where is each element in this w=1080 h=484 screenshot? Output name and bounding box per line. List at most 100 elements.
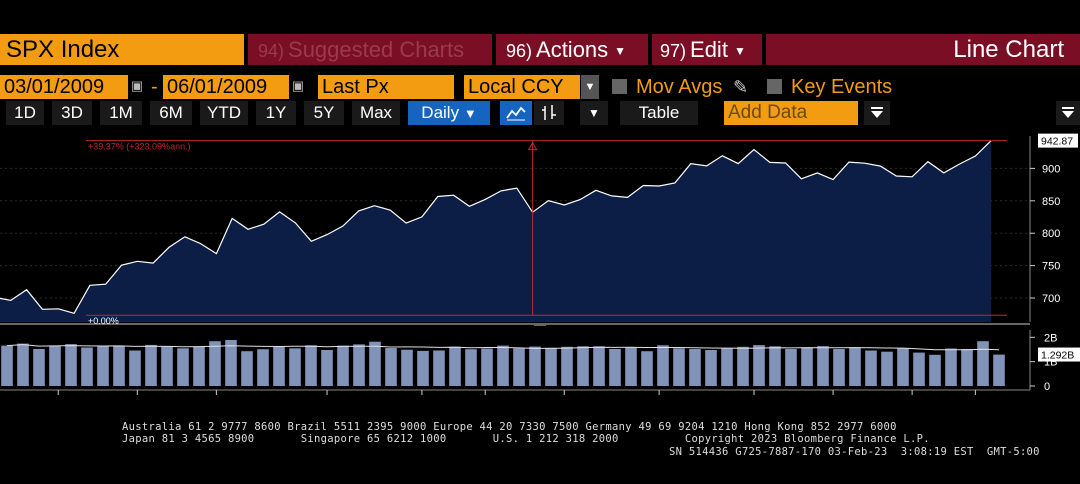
last-price-label: 942.87 <box>1041 136 1073 148</box>
volume-bar <box>449 346 461 386</box>
actions-number: 96) <box>506 41 533 61</box>
marker-arrow-icon <box>527 141 538 151</box>
actions-label: Actions <box>536 37 609 62</box>
key-events-label: Key Events <box>791 76 893 98</box>
volume-bar <box>993 354 1005 386</box>
chart-style-dropdown[interactable]: ▼ <box>580 101 608 125</box>
edit-menu[interactable]: 97) Edit ▼ <box>652 34 762 65</box>
x-tick-label: Mar 13 <box>120 399 154 400</box>
volume-bar <box>257 349 269 386</box>
volume-bar <box>545 347 557 386</box>
volume-bar <box>913 352 925 386</box>
volume-average-line <box>6 344 1000 351</box>
volume-bar <box>529 346 541 386</box>
volume-bar <box>753 345 765 386</box>
calendar-icon[interactable]: ▣ <box>290 76 306 96</box>
price-field-select[interactable]: Last Px <box>318 75 454 99</box>
volume-tick-label: 2B <box>1044 332 1057 344</box>
volume-bar <box>65 344 77 386</box>
period-1y-button[interactable]: 1Y <box>256 101 296 125</box>
footer-session-info: SN 514436 G725-7887-170 03-Feb-23 3:08:1… <box>669 446 1040 458</box>
actions-menu[interactable]: 96) Actions ▼ <box>496 34 648 65</box>
period-max-button[interactable]: Max <box>352 101 400 125</box>
mov-avgs-label: Mov Avgs <box>636 76 723 98</box>
volume-bar <box>289 348 301 386</box>
period-1m-button[interactable]: 1M <box>100 101 142 125</box>
volume-bar <box>769 346 781 386</box>
volume-bar <box>225 340 237 386</box>
edit-number: 97) <box>660 41 687 61</box>
volume-bar <box>113 345 125 386</box>
x-tick-label: May 15 <box>815 399 851 400</box>
last-volume-label: 1.292B <box>1041 350 1074 362</box>
x-tick-label: Apr 8 <box>409 399 435 400</box>
x-tick-label: Apr 15 <box>469 399 501 400</box>
chevron-down-icon: ▼ <box>463 106 477 121</box>
low-range-label: +0.00% <box>88 316 119 326</box>
bar-chart-icon[interactable] <box>534 101 564 125</box>
volume-bar <box>817 346 829 386</box>
period-1d-button[interactable]: 1D <box>6 101 44 125</box>
panel-resize-handle[interactable] <box>534 323 546 326</box>
last-price-badge <box>1038 133 1078 148</box>
x-tick-label: Mar 31 <box>310 399 344 400</box>
y-tick-label: 700 <box>1042 293 1060 305</box>
pencil-icon[interactable]: ✎ <box>733 77 749 97</box>
volume-bar <box>577 346 589 386</box>
period-3d-button[interactable]: 3D <box>52 101 92 125</box>
calendar-icon[interactable]: ▣ <box>129 76 145 96</box>
mov-avgs-checkbox[interactable] <box>612 79 627 94</box>
price-line <box>0 140 992 315</box>
volume-bar <box>97 346 109 386</box>
volume-bar <box>145 344 157 386</box>
volume-bar <box>897 348 909 386</box>
date-x-axis: Mar 6 Mar 13 Mar 20 Mar 31 Apr 8 Apr 15 Apr 22… <box>0 389 1030 400</box>
volume-bar <box>17 343 29 386</box>
x-tick-label: May 8 <box>739 399 769 400</box>
period-6m-button[interactable]: 6M <box>150 101 192 125</box>
price-area <box>0 140 992 322</box>
ticker-field[interactable]: SPX Index <box>0 34 244 65</box>
period-ytd-button[interactable]: YTD <box>200 101 248 125</box>
volume-bar <box>401 349 413 386</box>
table-button[interactable]: Table <box>620 101 698 125</box>
suggested-charts-button[interactable]: 94) Suggested Charts <box>248 34 492 65</box>
footer-contacts-line2: Japan 81 3 4565 8900 Singapore 65 6212 1… <box>122 433 930 445</box>
y-tick-label: 800 <box>1042 228 1060 240</box>
volume-bar <box>1 345 13 386</box>
frequency-select[interactable]: Daily ▼ <box>408 101 490 125</box>
filter-icon[interactable] <box>1056 101 1080 125</box>
volume-bar <box>33 349 45 386</box>
volume-bar <box>417 350 429 386</box>
filter-icon[interactable] <box>864 101 890 125</box>
volume-bar <box>129 350 141 386</box>
volume-bar <box>689 349 701 386</box>
x-tick-label: Mar 20 <box>199 399 233 400</box>
volume-bar <box>721 348 733 386</box>
key-events-checkbox[interactable] <box>767 79 782 94</box>
volume-bar <box>241 351 253 386</box>
x-tick-label: May 29 <box>957 399 993 400</box>
currency-select[interactable]: Local CCY <box>464 75 580 99</box>
chart-type-title: Line Chart <box>766 34 1080 65</box>
date-separator: - <box>151 76 158 98</box>
period-5y-button[interactable]: 5Y <box>304 101 344 125</box>
currency-dropdown-arrow[interactable]: ▼ <box>581 75 599 99</box>
end-date-field[interactable]: 06/01/2009 <box>163 75 289 99</box>
volume-bar <box>385 348 397 386</box>
add-data-input[interactable]: Add Data <box>724 101 858 125</box>
volume-bar <box>961 349 973 386</box>
volume-bar <box>785 349 797 386</box>
volume-bar <box>481 348 493 386</box>
start-date-field[interactable]: 03/01/2009 <box>0 75 128 99</box>
volume-bar <box>945 348 957 386</box>
price-chart: +39.37% (+323.09%ann.) +0.00% 700 750 800 85… <box>0 133 1080 400</box>
volume-bar <box>337 345 349 386</box>
chevron-down-icon: ▼ <box>733 43 746 58</box>
last-volume-badge <box>1038 347 1080 362</box>
price-y-axis: 700 750 800 850 900 942.87 <box>1029 133 1078 322</box>
volume-bar <box>977 341 989 386</box>
volume-bar <box>177 348 189 386</box>
line-chart-icon[interactable] <box>500 101 532 125</box>
